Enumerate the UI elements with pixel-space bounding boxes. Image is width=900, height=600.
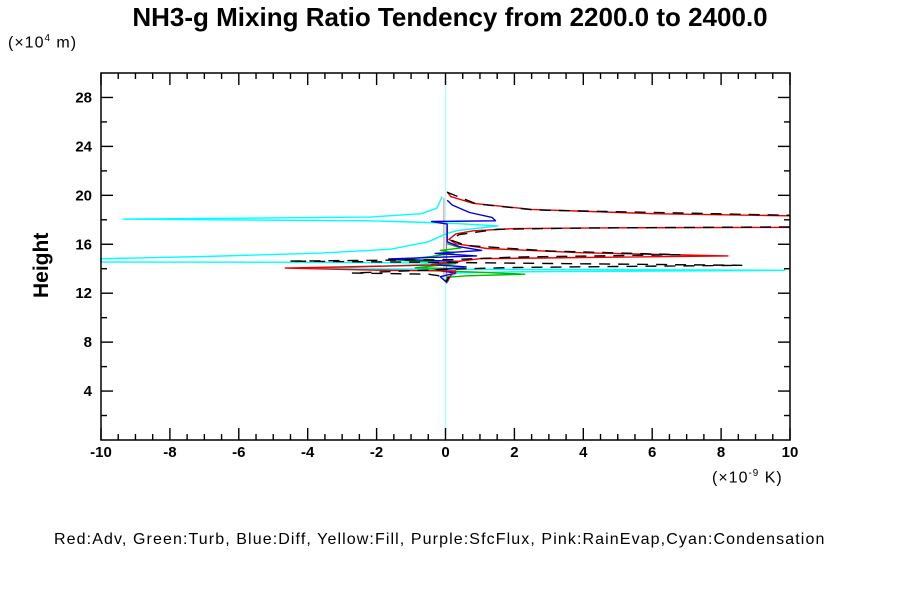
y-tick-label: 16 [75, 236, 92, 253]
y-tick-label: 12 [75, 285, 92, 302]
y-axis-label: Height [30, 232, 53, 298]
x-unit-prefix: (×10 [712, 469, 749, 487]
y-tick-label: 20 [75, 187, 92, 204]
x-tick-label: -4 [301, 444, 315, 461]
y-axis-unit: (×104 m) [8, 33, 77, 52]
chart-title: NH3-g Mixing Ratio Tendency from 2200.0 … [132, 2, 768, 32]
x-tick-label: 4 [579, 444, 588, 461]
y-unit-prefix: (×10 [8, 34, 45, 52]
y-tick-label: 4 [84, 383, 93, 400]
y-tick-label: 28 [75, 89, 92, 106]
y-tick-label: 24 [75, 138, 92, 155]
x-tick-label: -10 [90, 444, 112, 461]
y-unit-exponent: 4 [44, 33, 51, 44]
y-tick-label: 8 [84, 334, 92, 351]
x-tick-label: 0 [441, 444, 449, 461]
x-tick-label: -2 [370, 444, 383, 461]
x-tick-label: 2 [510, 444, 518, 461]
series-Turb [396, 243, 526, 282]
x-unit-exponent: -9 [748, 468, 760, 479]
series-UnlabeledBlackDashed [446, 191, 791, 216]
x-tick-label: 6 [648, 444, 656, 461]
x-unit-suffix: K) [759, 469, 783, 487]
x-tick-label: -8 [163, 444, 176, 461]
y-unit-suffix: m) [50, 34, 78, 52]
series-Adv [284, 226, 791, 283]
x-tick-label: 8 [717, 444, 725, 461]
x-axis-unit: (×10-9 K) [712, 468, 783, 487]
legend-text: Red:Adv, Green:Turb, Blue:Diff, Yellow:F… [54, 531, 826, 548]
series-UnlabeledBlackDashed [288, 226, 791, 282]
series-Condensation [100, 196, 786, 284]
x-tick-label: 10 [782, 444, 799, 461]
x-tick-label: -6 [232, 444, 245, 461]
